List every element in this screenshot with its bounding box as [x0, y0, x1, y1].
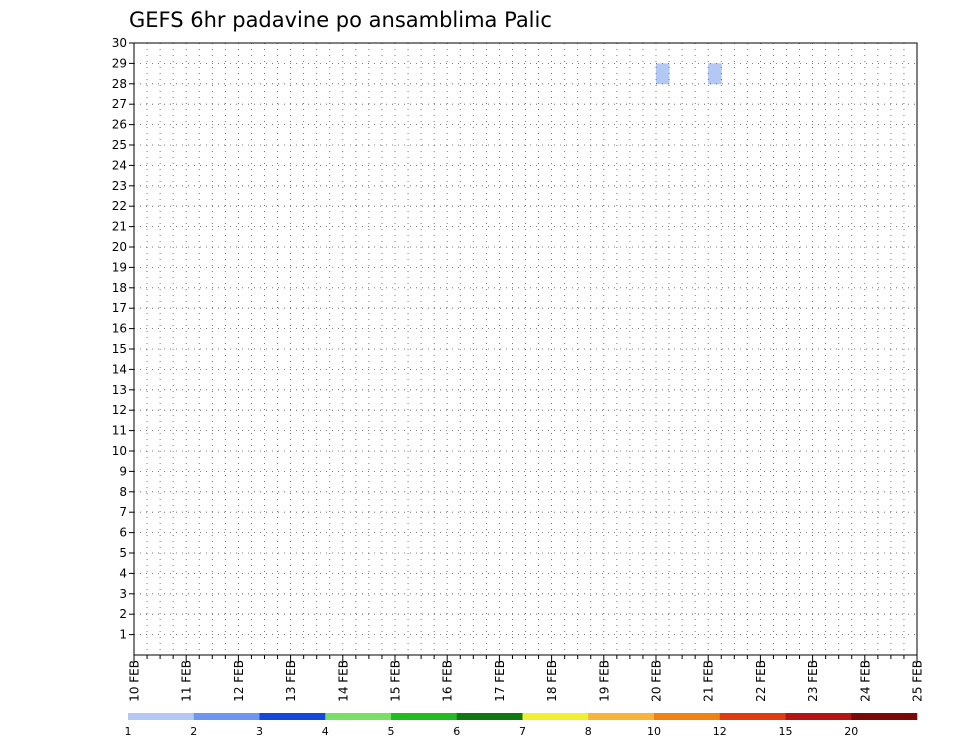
y-tick-label: 6 — [119, 526, 127, 540]
y-tick-label: 28 — [112, 77, 127, 91]
x-tick-label: 10 FEB — [128, 660, 142, 702]
x-tick-label: 17 FEB — [493, 660, 507, 702]
legend-swatch — [259, 713, 326, 720]
legend-swatch — [588, 713, 655, 720]
y-tick-label: 10 — [112, 444, 127, 458]
grid-layer — [134, 43, 917, 655]
y-tick-label: 14 — [112, 362, 127, 376]
legend-swatch — [193, 713, 260, 720]
y-tick-label: 29 — [112, 56, 127, 70]
x-tick-label: 19 FEB — [597, 660, 611, 702]
legend: 1 2 3 4 5 6 7 8 10 12 15 20 — [125, 713, 918, 738]
y-tick-label: 13 — [112, 383, 127, 397]
x-tick-label: 12 FEB — [232, 660, 246, 702]
legend-swatch — [456, 713, 523, 720]
y-tick-label: 30 — [112, 36, 127, 50]
legend-label: 4 — [322, 725, 329, 738]
x-tick-label: 22 FEB — [754, 660, 768, 702]
legend-label: 3 — [256, 725, 263, 738]
legend-label: 10 — [647, 725, 661, 738]
x-tick-label: 23 FEB — [806, 660, 820, 702]
y-tick-label: 26 — [112, 118, 127, 132]
y-tick-label: 27 — [112, 97, 127, 111]
legend-label: 7 — [519, 725, 526, 738]
y-tick-label: 8 — [119, 485, 127, 499]
x-tick-label: 25 FEB — [911, 660, 925, 702]
y-tick-label: 19 — [112, 260, 127, 274]
y-tick-label: 24 — [112, 158, 127, 172]
legend-swatch — [128, 713, 195, 720]
legend-swatch — [719, 713, 786, 720]
y-tick-label: 3 — [119, 587, 127, 601]
x-tick-label: 15 FEB — [389, 660, 403, 702]
legend-label: 8 — [585, 725, 592, 738]
y-tick-label: 17 — [112, 301, 127, 315]
legend-swatch — [785, 713, 852, 720]
y-tick-label: 4 — [119, 566, 127, 580]
x-axis: 10 FEB 11 FEB 12 FEB 13 FEB 14 FEB 15 FEB 16 F… — [128, 655, 925, 702]
precip-cell — [708, 63, 722, 85]
y-tick-label: 9 — [119, 464, 127, 478]
legend-swatch — [654, 713, 721, 720]
x-tick-label: 13 FEB — [284, 660, 298, 702]
legend-label: 1 — [125, 725, 132, 738]
precip-cell — [656, 63, 670, 85]
y-tick-label: 1 — [119, 628, 127, 642]
y-tick-label: 15 — [112, 342, 127, 356]
legend-label: 5 — [388, 725, 395, 738]
chart-title: GEFS 6hr padavine po ansamblima Palic — [129, 8, 552, 32]
legend-label: 6 — [453, 725, 460, 738]
x-tick-label: 14 FEB — [336, 660, 350, 702]
y-tick-label: 20 — [112, 240, 127, 254]
y-axis: 1234567891011121314151617181920212223242… — [112, 36, 134, 642]
x-tick-label: 18 FEB — [545, 660, 559, 702]
y-tick-label: 11 — [112, 424, 127, 438]
legend-label: 2 — [190, 725, 197, 738]
cells-layer — [656, 63, 722, 85]
x-tick-label: 16 FEB — [441, 660, 455, 702]
y-tick-label: 12 — [112, 403, 127, 417]
y-tick-label: 18 — [112, 281, 127, 295]
x-tick-label: 24 FEB — [858, 660, 872, 702]
y-tick-label: 22 — [112, 199, 127, 213]
legend-swatch — [522, 713, 589, 720]
legend-swatch — [391, 713, 458, 720]
y-tick-label: 25 — [112, 138, 127, 152]
y-tick-label: 7 — [119, 505, 127, 519]
legend-label: 20 — [844, 725, 858, 738]
y-tick-label: 21 — [112, 220, 127, 234]
y-tick-label: 16 — [112, 322, 127, 336]
x-tick-label: 21 FEB — [702, 660, 716, 702]
x-tick-label: 20 FEB — [650, 660, 664, 702]
legend-label: 15 — [779, 725, 793, 738]
y-tick-label: 2 — [119, 607, 127, 621]
x-tick-label: 11 FEB — [180, 660, 194, 702]
legend-swatch — [325, 713, 392, 720]
legend-label: 12 — [713, 725, 727, 738]
y-tick-label: 23 — [112, 179, 127, 193]
legend-swatch — [851, 713, 918, 720]
y-tick-label: 5 — [119, 546, 127, 560]
